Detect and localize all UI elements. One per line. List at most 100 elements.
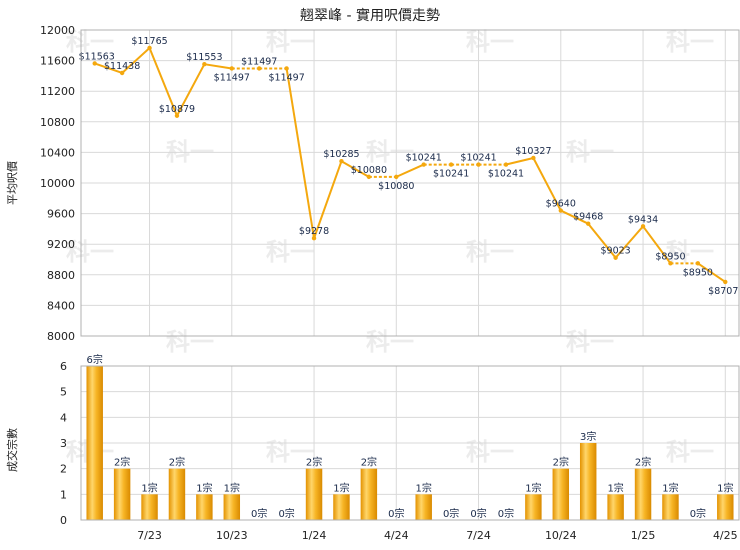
price-point <box>723 279 728 285</box>
watermark-text: 科一 <box>466 438 514 466</box>
count-bar-label: 0宗 <box>251 507 267 520</box>
price-point-label: $11497 <box>241 56 277 67</box>
price-point-label: $10241 <box>460 153 496 164</box>
count-tick-label: 5 <box>60 386 67 399</box>
price-line-segment <box>285 68 316 239</box>
watermark-text: 科一 <box>366 328 414 356</box>
price-point-label: $10327 <box>515 146 551 157</box>
price-point <box>284 66 289 71</box>
count-bar <box>360 468 378 520</box>
count-bar-label: 1宗 <box>717 481 733 494</box>
price-point <box>257 66 262 71</box>
price-point-label: $11553 <box>186 52 222 63</box>
price-line-segment <box>313 160 343 239</box>
price-point <box>202 61 207 67</box>
count-bar-label: 2宗 <box>306 456 322 469</box>
price-line-segment <box>121 47 151 74</box>
count-bar <box>662 494 679 520</box>
price-point <box>558 208 563 213</box>
count-bar-label: 1宗 <box>224 481 240 494</box>
x-tick-label: 7/23 <box>137 529 162 542</box>
count-bar-label: 0宗 <box>498 507 514 520</box>
price-line-segment <box>505 157 534 166</box>
price-point-label: $11563 <box>79 51 115 62</box>
count-tick-label: 1 <box>60 488 67 501</box>
price-line-layer <box>92 45 728 285</box>
count-bar-label: 1宗 <box>525 481 541 494</box>
price-tick-label: 11200 <box>40 85 75 98</box>
count-bar <box>113 468 131 520</box>
count-bar <box>196 494 213 520</box>
price-point <box>119 70 125 76</box>
count-bar <box>717 494 734 520</box>
price-point <box>640 224 646 229</box>
price-line-segment <box>94 62 123 74</box>
count-bar-label: 1宗 <box>141 481 157 494</box>
count-bar-label: 2宗 <box>635 456 651 469</box>
count-bar-label: 2宗 <box>553 456 569 469</box>
x-tick-label: 7/24 <box>466 529 491 542</box>
price-point-label: $9278 <box>299 226 329 237</box>
x-tick-label: 10/23 <box>216 529 248 542</box>
price-labels: $11563$11438 $11765 $10879 $11553 $11497 $114… <box>79 36 739 297</box>
count-bar-label: 0宗 <box>443 507 459 520</box>
price-line-segment <box>395 163 425 178</box>
count-bars: 6宗 2宗 1宗 2宗 1宗 1宗 0宗 0宗 2宗 1宗 2宗 0宗 1宗 0宗 0宗 0宗 1宗 2宗 3宗 1宗… <box>86 353 734 520</box>
price-line-segment <box>340 160 370 178</box>
price-point <box>311 236 317 241</box>
price-point-label: $9434 <box>628 214 658 225</box>
count-bar <box>525 494 542 520</box>
price-point-label: $10080 <box>351 165 387 176</box>
price-point-label: $10879 <box>159 104 195 115</box>
price-point <box>613 255 618 260</box>
price-point-label: $11765 <box>131 36 167 47</box>
count-bar-label: 3宗 <box>580 430 596 443</box>
price-point <box>668 261 673 266</box>
count-tick-label: 6 <box>60 360 67 373</box>
price-point <box>476 162 481 167</box>
count-bar <box>634 468 652 520</box>
price-line-segment <box>614 225 644 259</box>
price-point-label: $10080 <box>378 181 414 192</box>
price-line-segment <box>697 262 726 283</box>
price-tick-label: 9600 <box>47 208 75 221</box>
price-point-label: $10241 <box>433 169 469 180</box>
watermark-layer: 科一科一科一科一科一科一科一科一科一科一科一科一科一科一科一科一科一科一 <box>66 28 714 466</box>
price-point-label: $10241 <box>406 153 442 164</box>
chart-title: 翹翠峰 - 實用呎價走勢 <box>300 7 440 24</box>
price-point-label: $11497 <box>214 72 250 83</box>
count-bar <box>141 494 158 520</box>
x-tick-label: 4/24 <box>384 529 409 542</box>
price-plot-frame <box>80 29 740 337</box>
count-bar-label: 2宗 <box>361 456 377 469</box>
price-point-label: $10285 <box>323 149 359 160</box>
count-bar <box>579 443 597 520</box>
price-point-label: $8950 <box>683 267 713 278</box>
watermark-text: 科一 <box>66 238 114 266</box>
price-point <box>695 261 701 266</box>
price-tick-label: 11600 <box>40 55 75 68</box>
price-point <box>339 158 344 164</box>
watermark-text: 科一 <box>266 28 314 56</box>
count-tick-label: 4 <box>60 411 67 424</box>
watermark-text: 科一 <box>666 438 714 466</box>
count-bar-label: 0宗 <box>278 507 294 520</box>
price-tick-label: 10800 <box>40 116 75 129</box>
price-point-label: $8950 <box>655 251 685 262</box>
watermark-text: 科一 <box>466 28 514 56</box>
count-bar-label: 2宗 <box>169 456 185 469</box>
x-tick-label: 1/25 <box>631 529 656 542</box>
count-bar <box>607 494 624 520</box>
price-tick-label: 8800 <box>47 269 75 282</box>
count-bar-label: 1宗 <box>333 481 349 494</box>
price-point <box>174 113 180 118</box>
price-plot-grid: 8000 8400 8800 9200 9600 10000 10400 10800 11200… <box>40 24 739 343</box>
count-bar <box>415 494 432 520</box>
price-line-segment <box>642 225 672 264</box>
count-bar-label: 1宗 <box>196 481 212 494</box>
price-point <box>448 162 454 167</box>
count-plot-frame <box>80 365 740 521</box>
price-tick-label: 9200 <box>47 238 75 251</box>
count-axis-label: 成交宗數 <box>5 428 19 472</box>
price-point <box>503 162 509 167</box>
